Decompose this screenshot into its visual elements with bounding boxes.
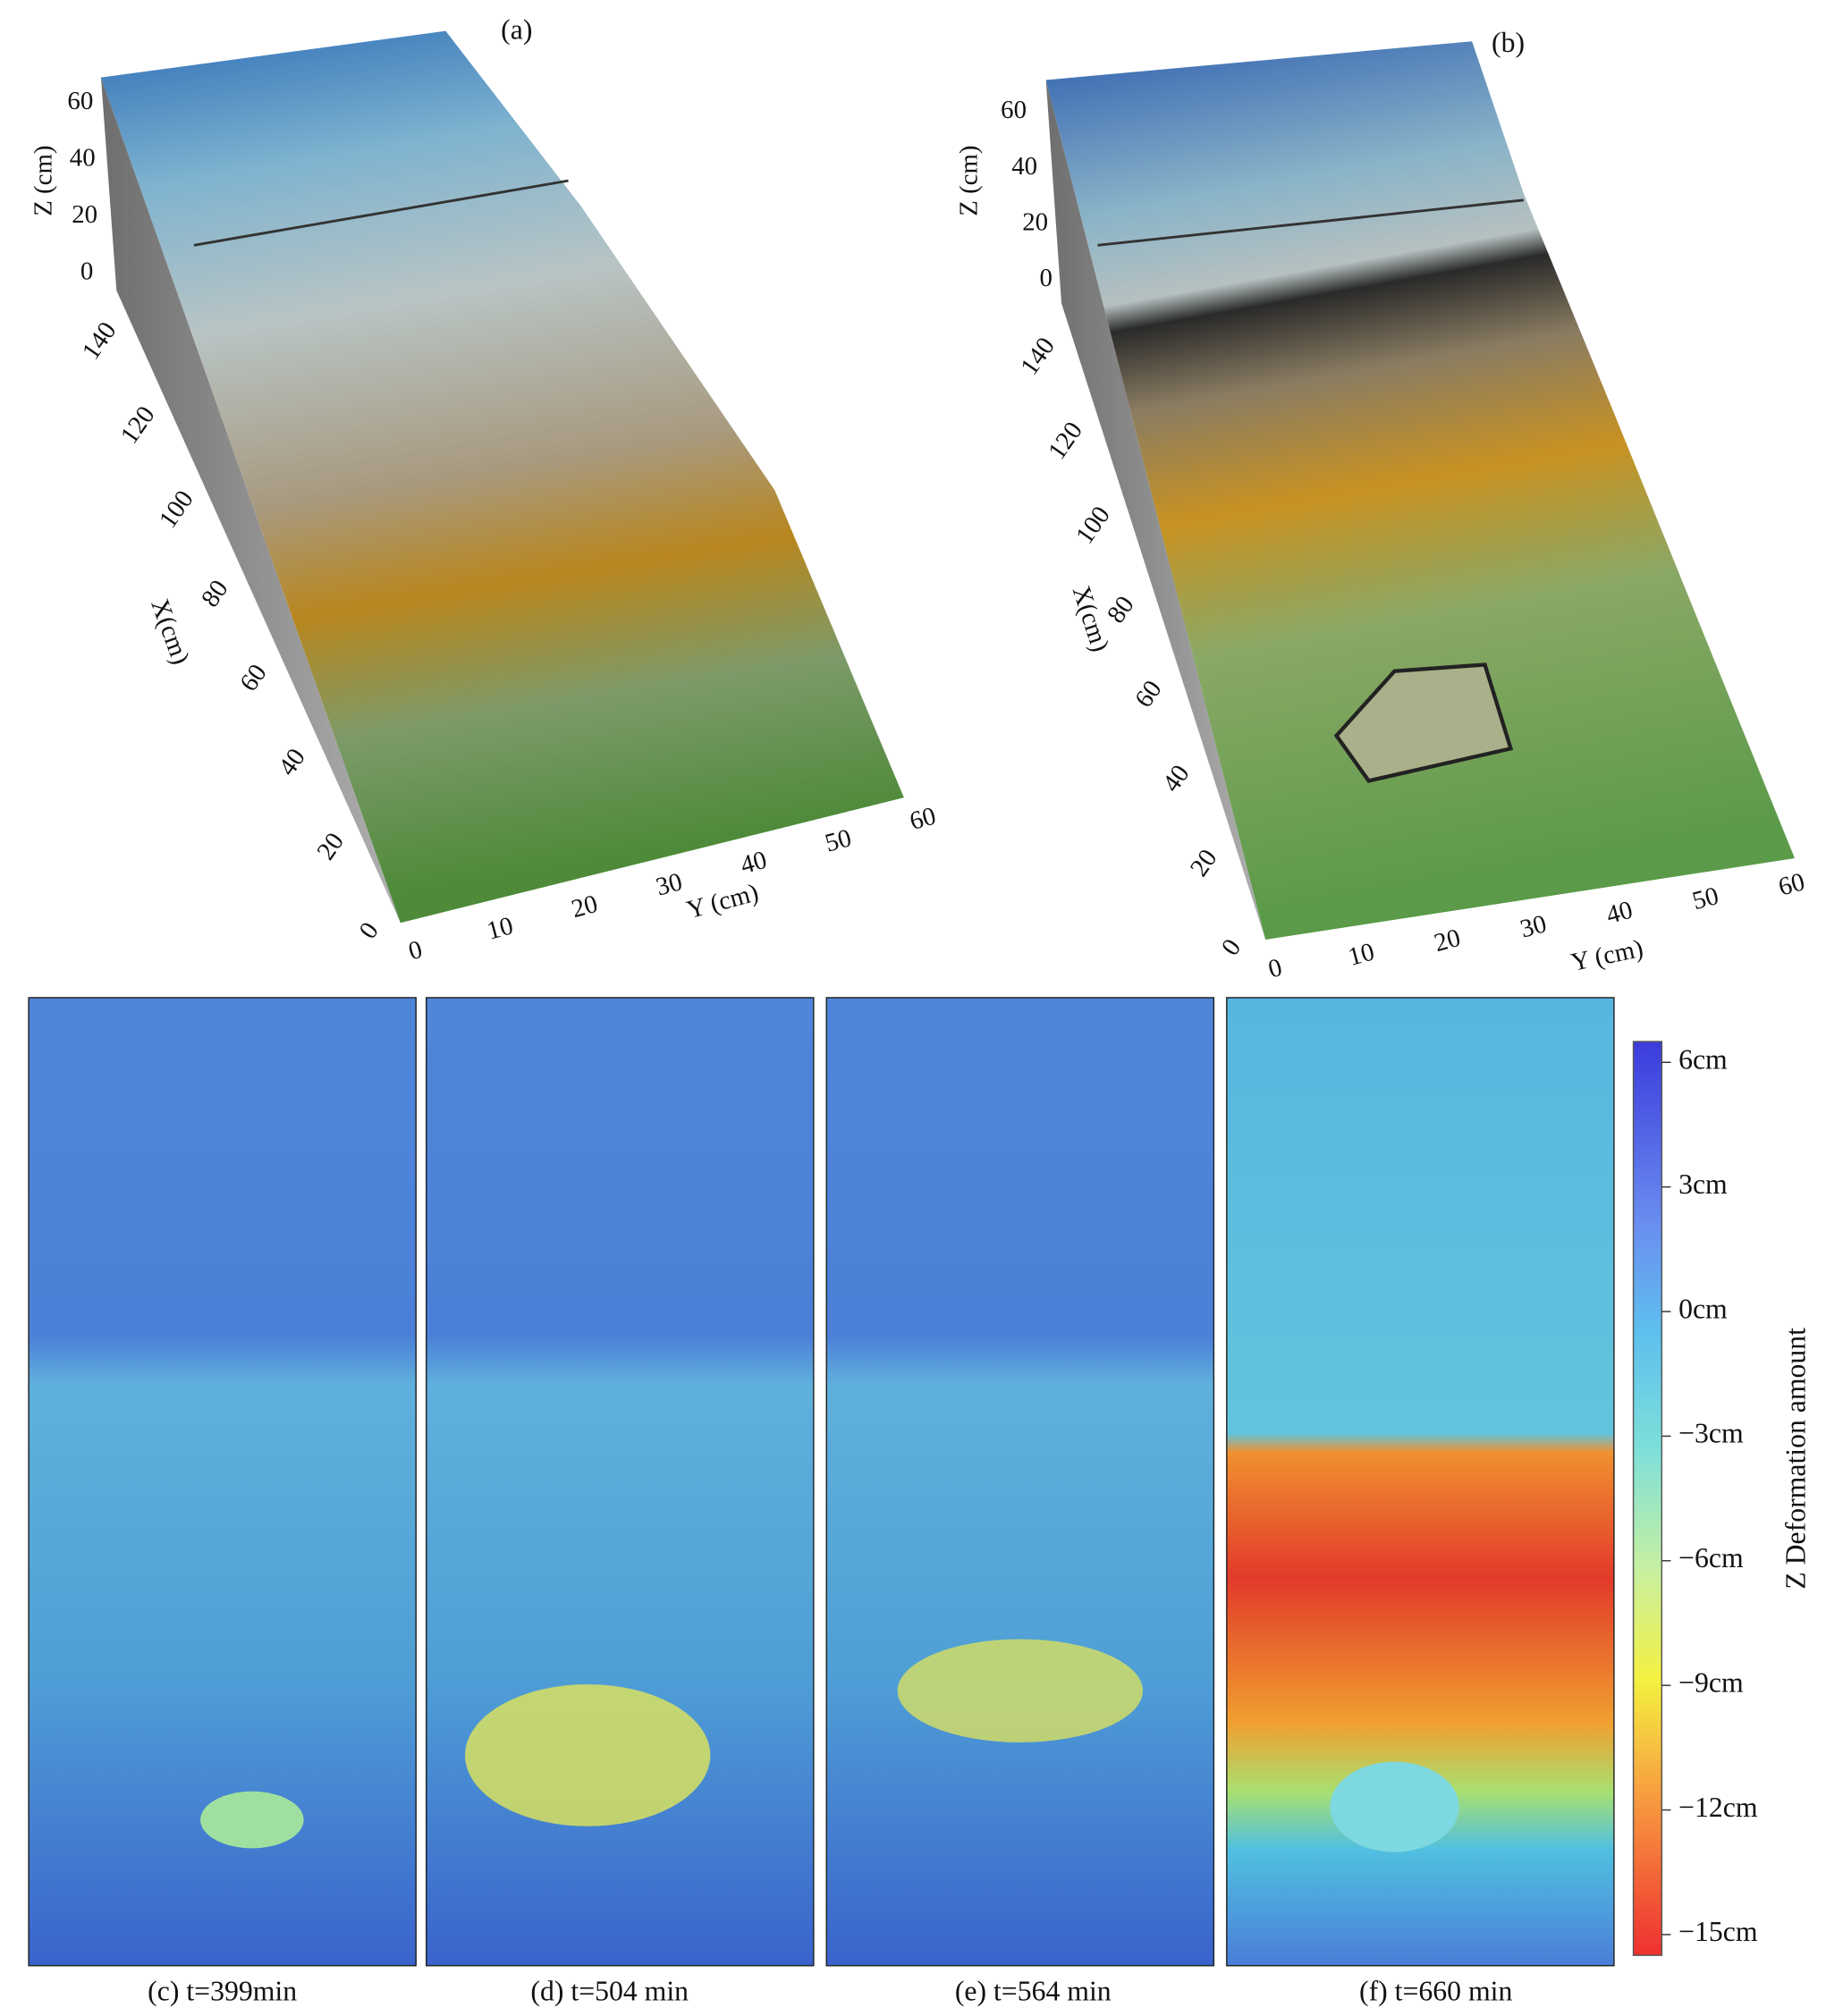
y-axis-label: Y (cm) xyxy=(684,878,762,924)
y-tick-label: 10 xyxy=(1345,938,1377,972)
y-tick-label: 60 xyxy=(1775,867,1807,901)
z-axis-label: Z (cm) xyxy=(955,145,984,215)
x-tick-label: 120 xyxy=(115,401,161,450)
z-tick-label: 40 xyxy=(70,144,96,173)
z-tick-label: 60 xyxy=(67,87,93,115)
x-tick-label: 100 xyxy=(154,485,199,534)
z-tick-label: 40 xyxy=(1011,152,1037,181)
colorbar-label: Z Deformation amount xyxy=(1780,1328,1812,1590)
x-tick-label: 120 xyxy=(1043,417,1088,465)
deformation-zone xyxy=(200,1791,304,1849)
x-tick-label: 0 xyxy=(1216,934,1247,961)
map-caption: (d) t=504 min xyxy=(530,1976,689,2007)
colorbar-tick-label: −6cm xyxy=(1678,1542,1744,1573)
x-tick-label: 80 xyxy=(1102,591,1140,628)
y-tick-label: 20 xyxy=(569,890,601,924)
colorbar-tick-label: 0cm xyxy=(1678,1293,1728,1324)
block xyxy=(1333,662,1514,783)
x-axis-label: X(cm) xyxy=(1067,582,1115,655)
x-tick-label: 60 xyxy=(1129,675,1168,713)
panel-label: (a) xyxy=(501,13,532,45)
z-axis-label: Z (cm) xyxy=(29,145,57,215)
y-tick-label: 0 xyxy=(1265,953,1285,984)
z-tick-label: 20 xyxy=(72,200,97,229)
map-caption: (c) t=399min xyxy=(148,1976,297,2007)
x-tick-label: 40 xyxy=(273,743,311,780)
x-tick-label: 140 xyxy=(76,316,122,365)
x-tick-label: 60 xyxy=(234,659,273,696)
x-tick-label: 40 xyxy=(1157,760,1196,797)
x-tick-label: 0 xyxy=(353,917,384,944)
y-axis-label: Y (cm) xyxy=(1568,934,1645,977)
map-caption: (e) t=564 min xyxy=(955,1976,1112,2007)
y-tick-label: 10 xyxy=(484,911,516,945)
colorbar-tick-label: −3cm xyxy=(1678,1418,1744,1449)
y-tick-label: 40 xyxy=(738,846,770,880)
colorbar-tick-label: 3cm xyxy=(1678,1168,1728,1200)
x-tick-label: 80 xyxy=(196,575,234,612)
x-tick-label: 100 xyxy=(1070,502,1116,550)
block xyxy=(1330,1761,1459,1852)
y-tick-label: 20 xyxy=(1431,924,1463,957)
deformation-zone xyxy=(897,1639,1143,1742)
colorbar xyxy=(1632,1041,1663,1956)
map-caption: (f) t=660 min xyxy=(1359,1976,1512,2007)
crack xyxy=(1097,198,1525,247)
y-tick-label: 60 xyxy=(907,802,939,836)
z-tick-label: 20 xyxy=(1022,207,1048,236)
surface xyxy=(100,30,904,924)
z-tick-label: 0 xyxy=(80,257,93,286)
y-tick-label: 0 xyxy=(405,935,425,966)
crack xyxy=(193,179,569,247)
deformation-zone xyxy=(465,1683,711,1826)
deformation-map xyxy=(825,997,1215,1967)
y-tick-label: 50 xyxy=(822,823,854,857)
x-tick-label: 140 xyxy=(1015,333,1061,381)
colorbar-tick-label: 6cm xyxy=(1678,1044,1728,1075)
panel-label: (b) xyxy=(1492,27,1525,58)
x-tick-label: 20 xyxy=(1185,844,1223,881)
z-tick-label: 60 xyxy=(1001,96,1027,124)
y-tick-label: 30 xyxy=(653,867,685,901)
y-tick-label: 50 xyxy=(1689,881,1721,915)
x-axis-label: X(cm) xyxy=(145,595,195,669)
colorbar-tick-label: −9cm xyxy=(1678,1666,1744,1698)
z-tick-label: 0 xyxy=(1039,264,1052,292)
colorbar-tick-label: −15cm xyxy=(1678,1916,1758,1947)
colorbar-tick-label: −12cm xyxy=(1678,1792,1758,1823)
y-tick-label: 30 xyxy=(1517,909,1550,943)
y-tick-label: 40 xyxy=(1603,896,1636,930)
surface xyxy=(1045,41,1796,940)
x-tick-label: 20 xyxy=(311,828,350,865)
